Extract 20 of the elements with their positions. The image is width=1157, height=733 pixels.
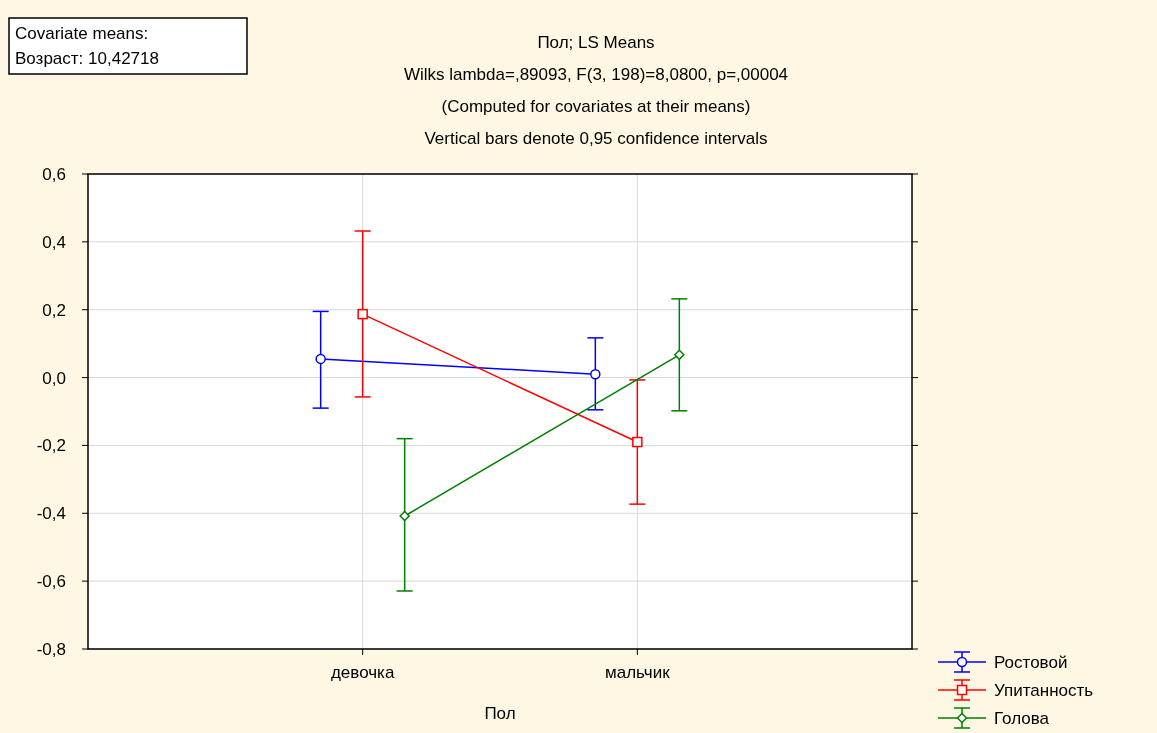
y-tick-label: 0,4	[42, 232, 66, 252]
y-tick-label: 0,6	[42, 165, 66, 184]
y-tick-label: -0,2	[36, 436, 66, 456]
x-axis-title: Пол	[484, 704, 516, 723]
legend-label: Упитанность	[994, 681, 1094, 700]
text: Vertical bars denote 0,95 confidence intervals	[424, 129, 768, 148]
legend-label: Голова	[994, 709, 1050, 728]
x-tick-label: мальчик	[605, 663, 671, 682]
chart-subtitle: Wilks lambda=,89093, F(3, 198)=8,0800, p=,00004	[403, 65, 789, 84]
text: Covariate means:	[15, 24, 149, 43]
y-tick-label: -0,6	[36, 572, 66, 592]
y-tick-label: 0,0	[42, 368, 66, 388]
text: (Computed for covariates at their means)	[441, 97, 751, 116]
y-tick-label: 0,2	[42, 300, 66, 320]
legend-label: Ростовой	[994, 653, 1068, 672]
y-tick-label: -0,4	[36, 504, 66, 524]
chart-title: Пол; LS Means	[537, 33, 655, 52]
x-tick-label: девочка	[330, 663, 395, 682]
y-tick-label: -0,8	[36, 640, 66, 659]
text: Возраст: 10,42718	[15, 49, 159, 68]
